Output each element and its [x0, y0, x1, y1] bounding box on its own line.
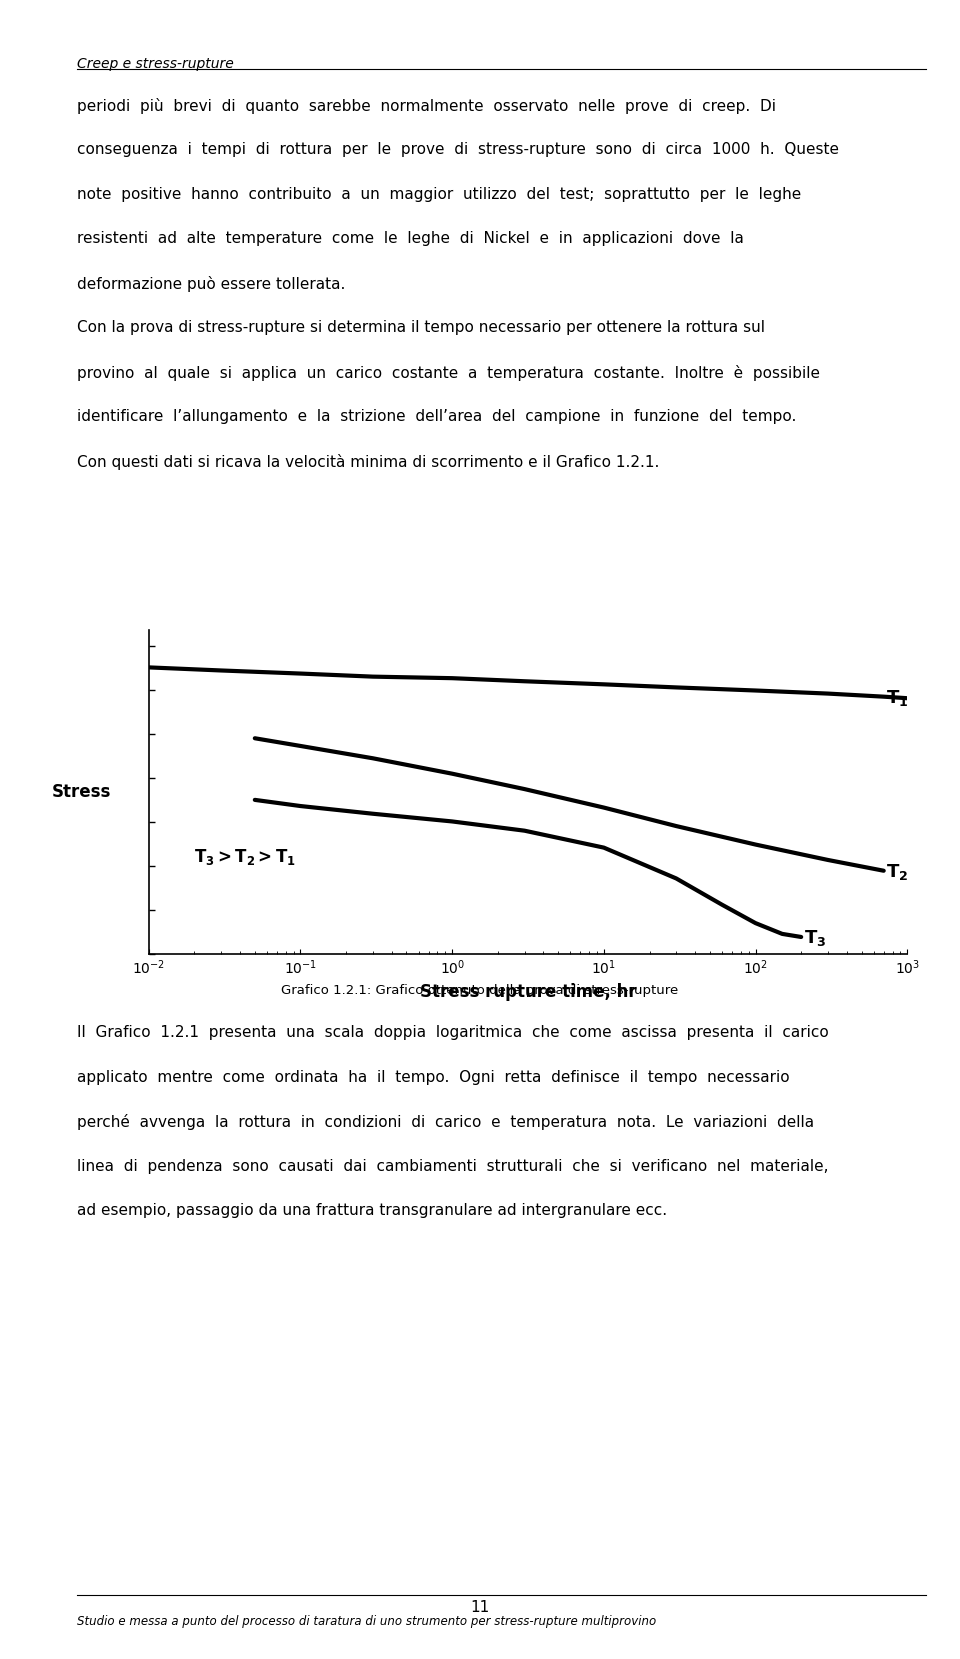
- Text: $\mathbf{T_3 > T_2 > T_1}$: $\mathbf{T_3 > T_2 > T_1}$: [194, 846, 296, 868]
- Text: provino  al  quale  si  applica  un  carico  costante  a  temperatura  costante.: provino al quale si applica un carico co…: [77, 365, 820, 380]
- Text: ad esempio, passaggio da una frattura transgranulare ad intergranulare ecc.: ad esempio, passaggio da una frattura tr…: [77, 1203, 667, 1218]
- Text: Creep e stress-rupture: Creep e stress-rupture: [77, 58, 233, 71]
- Text: note  positive  hanno  contribuito  a  un  maggior  utilizzo  del  test;  soprat: note positive hanno contribuito a un mag…: [77, 187, 801, 202]
- Text: applicato  mentre  come  ordinata  ha  il  tempo.  Ogni  retta  definisce  il  t: applicato mentre come ordinata ha il tem…: [77, 1070, 789, 1085]
- Text: conseguenza  i  tempi  di  rottura  per  le  prove  di  stress-rupture  sono  di: conseguenza i tempi di rottura per le pr…: [77, 143, 839, 158]
- Text: $\mathbf{T_2}$: $\mathbf{T_2}$: [886, 863, 909, 883]
- Text: Grafico 1.2.1: Grafico ottenuto della prova di stress-rupture: Grafico 1.2.1: Grafico ottenuto della pr…: [281, 984, 679, 997]
- Text: $\mathbf{T_3}$: $\mathbf{T_3}$: [804, 927, 827, 947]
- Text: perché  avvenga  la  rottura  in  condizioni  di  carico  e  temperatura  nota. : perché avvenga la rottura in condizioni …: [77, 1115, 814, 1130]
- Text: 11: 11: [470, 1599, 490, 1616]
- Text: Il  Grafico  1.2.1  presenta  una  scala  doppia  logaritmica  che  come  asciss: Il Grafico 1.2.1 presenta una scala dopp…: [77, 1025, 828, 1040]
- Text: Con questi dati si ricava la velocità minima di scorrimento e il Grafico 1.2.1.: Con questi dati si ricava la velocità mi…: [77, 453, 660, 469]
- Text: Con la prova di stress-rupture si determina il tempo necessario per ottenere la : Con la prova di stress-rupture si determ…: [77, 320, 765, 335]
- Text: resistenti  ad  alte  temperature  come  le  leghe  di  Nickel  e  in  applicazi: resistenti ad alte temperature come le l…: [77, 231, 744, 246]
- Text: linea  di  pendenza  sono  causati  dai  cambiamenti  strutturali  che  si  veri: linea di pendenza sono causati dai cambi…: [77, 1158, 828, 1173]
- X-axis label: Stress rupture time, hr: Stress rupture time, hr: [420, 982, 636, 1000]
- Text: Studio e messa a punto del processo di taratura di uno strumento per stress-rupt: Studio e messa a punto del processo di t…: [77, 1616, 656, 1627]
- Text: periodi  più  brevi  di  quanto  sarebbe  normalmente  osservato  nelle  prove  : periodi più brevi di quanto sarebbe norm…: [77, 98, 776, 114]
- Text: $\mathbf{T_1}$: $\mathbf{T_1}$: [886, 688, 909, 708]
- Text: Stress: Stress: [52, 783, 111, 801]
- Text: identificare  l’allungamento  e  la  strizione  dell’area  del  campione  in  fu: identificare l’allungamento e la strizio…: [77, 410, 796, 425]
- Text: deformazione può essere tollerata.: deformazione può essere tollerata.: [77, 275, 346, 292]
